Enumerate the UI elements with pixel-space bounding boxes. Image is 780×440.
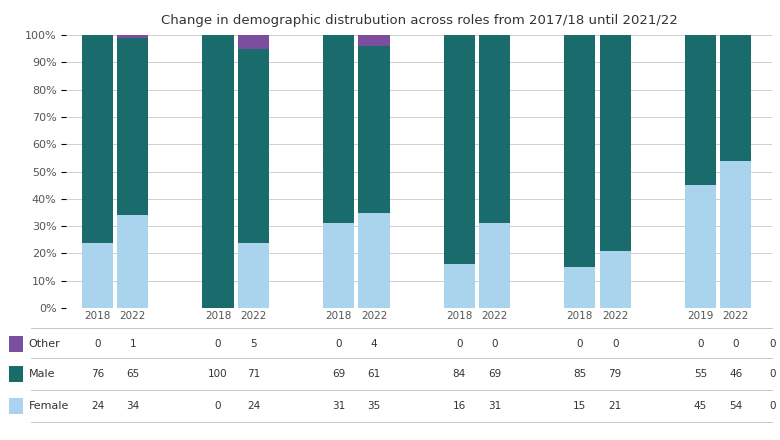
Text: 34: 34: [126, 401, 140, 411]
Bar: [359, 35, 390, 46]
FancyBboxPatch shape: [9, 366, 23, 382]
Bar: [238, 49, 269, 242]
Bar: [359, 213, 390, 308]
Text: 21: 21: [608, 401, 622, 411]
Text: 54: 54: [729, 401, 743, 411]
Text: 65: 65: [126, 369, 140, 379]
Text: 0: 0: [94, 339, 101, 348]
Bar: [323, 224, 354, 308]
Text: 76: 76: [90, 369, 104, 379]
Text: 84: 84: [452, 369, 466, 379]
Text: 46: 46: [729, 369, 743, 379]
Text: 0: 0: [769, 369, 775, 379]
Text: 5: 5: [250, 339, 257, 348]
Text: Other: Other: [29, 339, 61, 348]
Bar: [117, 35, 148, 38]
FancyBboxPatch shape: [9, 336, 23, 352]
Text: 0: 0: [456, 339, 463, 348]
Text: 0: 0: [732, 339, 739, 348]
Bar: [82, 35, 113, 242]
Text: 24: 24: [90, 401, 104, 411]
Text: 55: 55: [694, 369, 707, 379]
Text: 0: 0: [335, 339, 342, 348]
Text: 35: 35: [367, 401, 381, 411]
Text: 45: 45: [694, 401, 707, 411]
Text: 100: 100: [208, 369, 228, 379]
Text: 16: 16: [452, 401, 466, 411]
Bar: [117, 38, 148, 215]
Text: 0: 0: [215, 401, 222, 411]
Bar: [600, 35, 631, 251]
Text: 0: 0: [215, 339, 222, 348]
Text: 79: 79: [608, 369, 622, 379]
Text: 0: 0: [697, 339, 704, 348]
Text: 61: 61: [367, 369, 381, 379]
Text: 85: 85: [573, 369, 587, 379]
Text: 0: 0: [769, 339, 775, 348]
Bar: [479, 35, 510, 224]
Text: 31: 31: [488, 401, 502, 411]
Text: 0: 0: [576, 339, 583, 348]
Bar: [444, 264, 475, 308]
FancyBboxPatch shape: [9, 398, 23, 414]
Bar: [720, 35, 751, 161]
Bar: [564, 267, 595, 308]
Text: 0: 0: [491, 339, 498, 348]
Bar: [117, 215, 148, 308]
Bar: [479, 224, 510, 308]
Bar: [600, 251, 631, 308]
Bar: [238, 35, 269, 49]
Bar: [82, 242, 113, 308]
Text: Male: Male: [29, 369, 55, 379]
Text: 4: 4: [370, 339, 378, 348]
Text: 0: 0: [612, 339, 619, 348]
Bar: [444, 35, 475, 264]
Text: 31: 31: [332, 401, 346, 411]
Bar: [323, 35, 354, 224]
Bar: [685, 185, 716, 308]
Text: 69: 69: [488, 369, 502, 379]
Bar: [238, 242, 269, 308]
Bar: [685, 35, 716, 185]
Bar: [564, 35, 595, 267]
Text: 1: 1: [129, 339, 136, 348]
Title: Change in demographic distrubution across roles from 2017/18 until 2021/22: Change in demographic distrubution acros…: [161, 14, 678, 27]
Text: 15: 15: [573, 401, 587, 411]
Bar: [359, 46, 390, 213]
Text: 24: 24: [246, 401, 260, 411]
Bar: [203, 35, 234, 308]
Bar: [720, 161, 751, 308]
Text: 69: 69: [332, 369, 346, 379]
Text: 0: 0: [769, 401, 775, 411]
Text: Female: Female: [29, 401, 69, 411]
Text: 71: 71: [246, 369, 260, 379]
